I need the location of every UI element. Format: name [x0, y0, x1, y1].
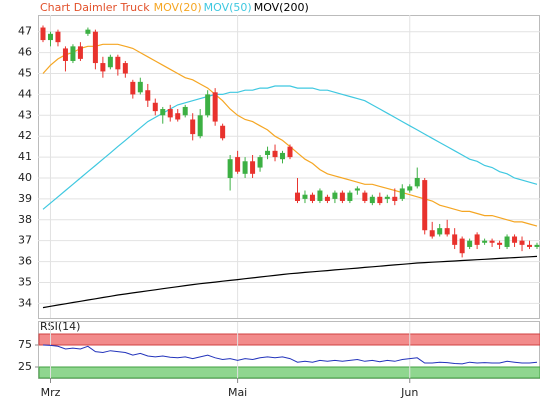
candle-body: [512, 236, 518, 243]
candle-body: [362, 192, 368, 201]
y-tick-label: 34: [18, 296, 32, 309]
candle-body: [527, 244, 533, 247]
y-tick-label: 36: [18, 255, 32, 268]
legend-entry: MOV(200): [254, 1, 309, 14]
candle-body: [392, 196, 398, 201]
candle-body: [92, 31, 98, 64]
candle-body: [152, 102, 158, 112]
candle-body: [309, 194, 315, 201]
candle-body: [467, 240, 473, 247]
candle-body: [369, 196, 375, 204]
candle-body: [489, 240, 495, 243]
candle-body: [250, 161, 256, 174]
y-tick-label: 40: [18, 171, 32, 184]
candle-body: [399, 188, 405, 199]
candle-body: [324, 196, 330, 201]
y-tick-label: 42: [18, 129, 32, 142]
rsi-title: RSI(14): [40, 320, 80, 333]
candle-body: [160, 109, 166, 116]
y-tick-label: 35: [18, 275, 32, 288]
y-tick-label: 39: [18, 192, 32, 205]
candle-body: [287, 146, 293, 158]
candle-body: [459, 238, 465, 254]
y-tick-label: 46: [18, 46, 32, 59]
x-tick-label: Mai: [228, 386, 247, 399]
candle-body: [47, 33, 53, 41]
candle-body: [257, 157, 263, 168]
rsi-upper-band: [38, 333, 540, 346]
legend-entry: MOV(50): [204, 1, 252, 14]
candle-body: [197, 115, 203, 137]
candle-body: [437, 228, 443, 235]
moving-average-line: [42, 255, 538, 309]
candle-body: [339, 192, 345, 201]
y-tick-label: 37: [18, 234, 32, 247]
y-tick-label: 47: [18, 25, 32, 38]
chart-title: Chart Daimler Truck: [40, 1, 150, 14]
candle-body: [384, 196, 390, 199]
candle-body: [205, 94, 211, 116]
candle-body: [504, 236, 510, 247]
candle-body: [77, 46, 83, 59]
legend: Chart Daimler Truck MOV(20) MOV(50) MOV(20…: [40, 1, 309, 14]
candle-body: [429, 230, 435, 237]
candle-body: [272, 150, 278, 158]
candle-body: [190, 119, 196, 135]
candle-body: [130, 81, 136, 95]
candle-body: [85, 29, 91, 34]
candle-body: [115, 56, 121, 70]
candle-body: [407, 186, 413, 191]
candle-body: [482, 240, 488, 243]
candle-body: [317, 190, 323, 201]
candle-body: [145, 90, 151, 101]
candle-body: [474, 234, 480, 245]
candle-body: [444, 228, 450, 235]
y-tick-label: 41: [18, 150, 32, 163]
x-tick-label: Jun: [400, 386, 418, 399]
candle-body: [122, 63, 128, 74]
candle-body: [212, 92, 218, 122]
candle-body: [242, 161, 248, 174]
legend-entry: MOV(20): [154, 1, 202, 14]
candle-body: [182, 106, 188, 116]
x-tick-label: Mrz: [41, 386, 61, 399]
y-tick-label: 38: [18, 213, 32, 226]
candle-body: [167, 109, 173, 118]
candle-body: [332, 192, 338, 199]
candle-body: [40, 27, 46, 41]
candle-body: [377, 196, 383, 204]
candle-body: [235, 157, 241, 172]
candle-body: [70, 46, 76, 61]
y-tick-label: 45: [18, 67, 32, 80]
candle-body: [354, 188, 360, 191]
candle-body: [265, 150, 271, 156]
candle-body: [422, 180, 428, 231]
candle-body: [227, 159, 233, 178]
rsi-lower-band: [38, 366, 540, 379]
candle-body: [280, 152, 286, 160]
candle-body: [107, 56, 113, 68]
moving-average-line: [42, 85, 538, 210]
candle-body: [452, 234, 458, 245]
candle-body: [100, 63, 106, 72]
y-tick-label: 43: [18, 108, 32, 121]
candle-body: [519, 240, 525, 245]
candle-body: [220, 125, 226, 139]
candle-body: [175, 113, 181, 120]
candle-body: [534, 244, 540, 247]
rsi-tick-label: 25: [18, 360, 32, 373]
candle-body: [497, 242, 503, 245]
candle-body: [62, 48, 68, 61]
y-tick-label: 44: [18, 87, 32, 100]
candle-body: [302, 194, 308, 199]
rsi-line: [42, 344, 538, 365]
candle-body: [55, 31, 61, 43]
candle-body: [347, 192, 353, 201]
candle-body: [294, 192, 300, 201]
rsi-tick-label: 75: [18, 338, 32, 351]
candle-body: [137, 81, 143, 93]
candle-body: [414, 177, 420, 187]
